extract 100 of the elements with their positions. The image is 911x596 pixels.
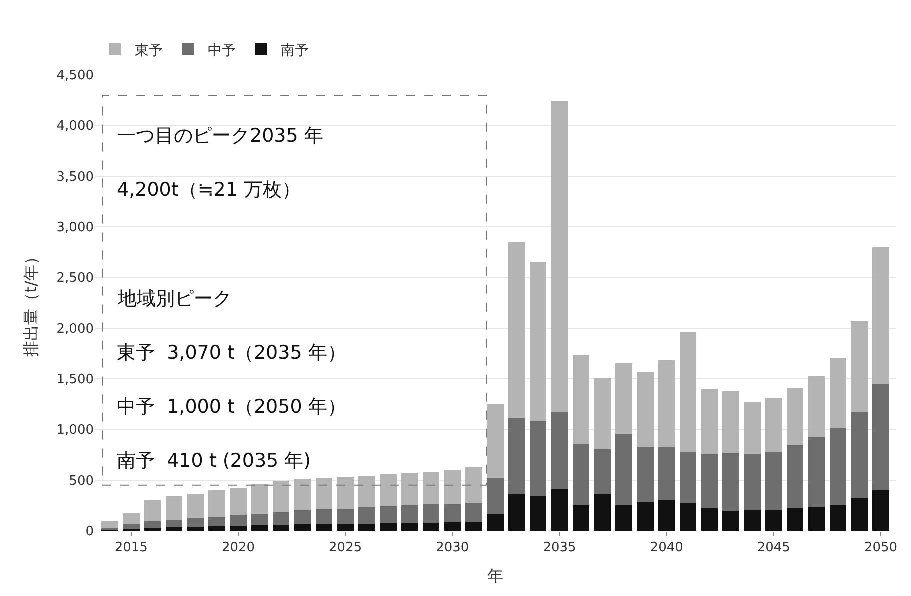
bar — [123, 513, 140, 524]
x-tick-label: 2020 — [222, 540, 256, 556]
bar — [294, 510, 312, 525]
x-tick-label: 2015 — [114, 540, 148, 556]
bar — [166, 520, 183, 528]
bar — [208, 516, 226, 526]
bar — [830, 428, 847, 506]
bar — [444, 522, 462, 531]
bar — [358, 476, 376, 508]
y-tick-label: 500 — [69, 474, 94, 489]
bar — [851, 498, 868, 531]
bar — [872, 384, 890, 490]
bar — [530, 262, 547, 422]
bar — [230, 514, 247, 526]
x-tick-label: 2050 — [864, 540, 898, 556]
bar — [272, 512, 290, 525]
bar — [786, 388, 804, 445]
bar — [808, 507, 826, 531]
bar — [851, 321, 868, 412]
bar — [337, 509, 354, 524]
bar — [144, 528, 162, 531]
bar — [530, 422, 547, 496]
bar — [872, 247, 890, 384]
x-tick-label: 2045 — [757, 540, 790, 556]
bar — [422, 472, 440, 504]
bar — [830, 506, 847, 531]
bar — [230, 526, 247, 531]
bar — [144, 500, 162, 522]
bar — [616, 506, 632, 531]
bar — [572, 444, 590, 506]
bar — [637, 502, 654, 531]
bar — [187, 494, 204, 518]
bar — [401, 473, 418, 506]
bar — [144, 521, 162, 528]
bar — [230, 488, 247, 515]
bar — [830, 358, 847, 428]
bar — [701, 508, 718, 531]
bar — [701, 389, 718, 454]
y-tick-label: 1,500 — [56, 372, 94, 388]
annotation: 地域別ピーク — [117, 288, 232, 310]
annotation: 一つ目のピーク2035 年 — [117, 125, 324, 147]
y-tick-label: 1,000 — [56, 423, 94, 438]
bar — [872, 490, 890, 531]
bar — [272, 480, 290, 512]
bar — [337, 524, 354, 531]
bar — [187, 518, 204, 527]
bar — [208, 490, 226, 517]
bar — [680, 332, 697, 452]
bar — [337, 476, 354, 510]
legend-label: 南予 — [281, 42, 309, 59]
bar — [658, 360, 676, 448]
bar — [744, 454, 761, 511]
x-tick-label: 2025 — [329, 540, 362, 556]
bar — [508, 418, 526, 495]
bar — [487, 514, 504, 531]
y-axis-title: 排出量（t/年） — [22, 249, 41, 357]
bar — [358, 508, 376, 524]
bar — [766, 510, 782, 531]
y-tick-label: 4,000 — [56, 119, 94, 134]
y-tick-label: 4,500 — [56, 68, 94, 84]
bar — [680, 452, 697, 504]
legend-label: 中予 — [208, 42, 236, 59]
bar — [252, 514, 268, 526]
bar — [294, 524, 312, 531]
bar — [786, 444, 804, 509]
bar — [166, 527, 183, 531]
bar — [401, 506, 418, 524]
bar — [658, 447, 676, 500]
bar — [208, 526, 226, 531]
bar — [722, 511, 740, 531]
bar — [466, 468, 482, 504]
y-tick-label: 3,000 — [56, 220, 94, 236]
annotation: 南予 410 t (2035 年) — [117, 450, 312, 472]
legend-label: 東予 — [135, 42, 163, 59]
bar — [123, 524, 140, 529]
bar — [380, 524, 397, 531]
bar — [658, 500, 676, 531]
x-axis-title: 年 — [488, 566, 504, 586]
bar — [401, 523, 418, 531]
bar — [422, 504, 440, 523]
y-tick-label: 2,000 — [56, 322, 94, 337]
bar — [508, 494, 526, 531]
annotation: 東予 3,070 t（2035 年） — [117, 342, 346, 364]
bar — [680, 503, 697, 531]
y-tick-label: 3,500 — [56, 170, 94, 185]
bar — [701, 454, 718, 509]
bar — [166, 496, 183, 520]
bar — [487, 404, 504, 478]
bar — [380, 506, 397, 524]
bar — [551, 412, 568, 490]
bar — [294, 478, 312, 511]
y-tick-label: 0 — [86, 524, 94, 540]
x-tick-label: 2030 — [436, 540, 470, 556]
bar — [102, 520, 118, 528]
bar — [466, 503, 482, 522]
bar — [316, 524, 333, 531]
bar — [272, 524, 290, 531]
bar — [466, 522, 482, 531]
bar — [744, 402, 761, 454]
annotation: 中予 1,000 t（2050 年） — [117, 396, 346, 418]
